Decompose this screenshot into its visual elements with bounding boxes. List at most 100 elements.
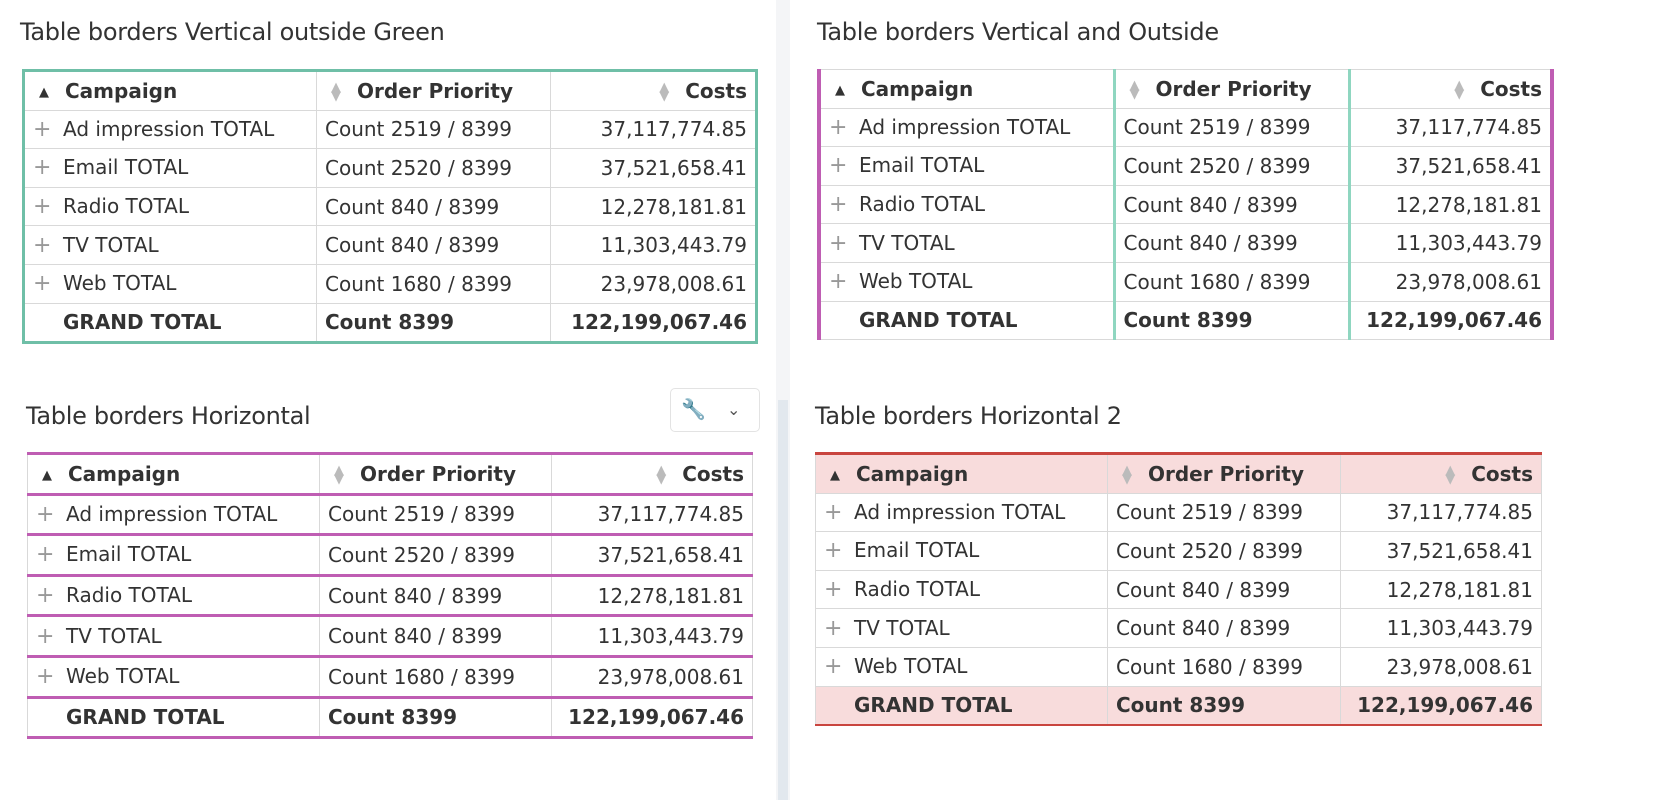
sort-asc-icon[interactable]: ▲	[835, 82, 845, 98]
expand-plus-icon[interactable]: +	[824, 654, 843, 680]
column-header[interactable]: ▲ ▼ Costs	[1340, 452, 1542, 494]
column-header[interactable]: ▲ Campaign	[23, 70, 317, 111]
cell-text: 37,521,658.41	[600, 155, 747, 180]
cell-text: GRAND TOTAL	[63, 310, 222, 335]
expand-plus-icon[interactable]: +	[33, 116, 52, 142]
column-label: Order Priority	[1148, 461, 1305, 486]
column-label: Costs	[1480, 76, 1542, 101]
table-cell: Count 840 / 8399	[1112, 184, 1350, 225]
sort-asc-icon[interactable]: ▲	[830, 467, 840, 483]
cell-text: 12,278,181.81	[1386, 577, 1533, 602]
table-cell: + TV TOTAL	[23, 225, 317, 265]
table-row: + TV TOTAL Count 840 / 8399 11,303,443.79	[817, 223, 1554, 263]
cell-text: GRAND TOTAL	[859, 308, 1018, 333]
table-cell: 23,978,008.61	[550, 263, 757, 304]
sort-icon[interactable]: ▲ ▼	[1445, 463, 1456, 488]
cell-text: Count 840 / 8399	[328, 624, 503, 649]
expand-plus-icon[interactable]: +	[824, 577, 843, 603]
expand-plus-icon[interactable]: +	[829, 192, 848, 218]
cell-text: Count 8399	[1123, 308, 1253, 333]
expand-plus-icon[interactable]: +	[829, 114, 848, 140]
expand-plus-icon[interactable]: +	[824, 615, 843, 641]
table-cell: + Web TOTAL	[27, 654, 320, 699]
table-cell: 12,278,181.81	[1340, 569, 1542, 610]
cell-text: Radio TOTAL	[63, 194, 190, 219]
expand-plus-icon[interactable]: +	[824, 538, 843, 564]
cell-text: Count 1680 / 8399	[325, 271, 513, 296]
table-cell: + Ad impression TOTAL	[27, 492, 320, 537]
column-header[interactable]: ▲ ▼ Costs	[1347, 69, 1554, 109]
table-cell: Count 1680 / 8399	[1107, 646, 1341, 687]
cell-text: Count 2519 / 8399	[1116, 500, 1304, 525]
expand-plus-icon[interactable]: +	[36, 501, 55, 527]
column-label: Campaign	[68, 461, 181, 486]
cell-text: Count 840 / 8399	[1116, 577, 1291, 602]
column-header[interactable]: ▲ ▼ Order Priority	[319, 452, 552, 496]
expand-plus-icon[interactable]: +	[36, 623, 55, 649]
sort-icon[interactable]: ▲ ▼	[1122, 463, 1132, 488]
table-cell: 122,199,067.46	[1347, 300, 1554, 341]
column-label: Order Priority	[357, 78, 514, 103]
sort-icon[interactable]: ▲ ▼	[656, 463, 667, 488]
table-row: + Ad impression TOTAL Count 2519 / 8399 37,…	[27, 492, 753, 537]
column-label: Costs	[685, 78, 747, 103]
cell-text: 23,978,008.61	[597, 664, 744, 689]
expand-plus-icon[interactable]: +	[36, 542, 55, 568]
scrollbar[interactable]	[778, 400, 788, 800]
table-row: + Web TOTAL Count 1680 / 8399 23,978,008.61	[27, 654, 753, 699]
expand-plus-icon[interactable]: +	[829, 269, 848, 295]
expand-plus-icon[interactable]: +	[36, 664, 55, 690]
table-cell: Count 1680 / 8399	[1112, 261, 1350, 302]
column-header[interactable]: ▲ ▼ Order Priority	[316, 70, 551, 111]
expand-plus-icon[interactable]: +	[824, 499, 843, 525]
cell-text: Ad impression TOTAL	[63, 116, 275, 141]
cell-text: Count 840 / 8399	[1116, 616, 1291, 641]
table-row: + Web TOTAL Count 1680 / 8399 23,978,008.61	[817, 261, 1554, 302]
column-header[interactable]: ▲ Campaign	[27, 452, 320, 496]
cell-text: 23,978,008.61	[600, 271, 747, 296]
sort-asc-icon[interactable]: ▲	[42, 467, 52, 483]
table-cell: + TV TOTAL	[817, 223, 1115, 263]
cell-text: Count 2520 / 8399	[328, 542, 516, 567]
table-cell: GRAND TOTAL	[817, 300, 1115, 341]
expand-plus-icon[interactable]: +	[36, 583, 55, 609]
cell-text: Web TOTAL	[854, 654, 968, 679]
table-cell: + Ad impression TOTAL	[815, 492, 1108, 533]
expand-plus-icon[interactable]: +	[33, 232, 52, 258]
table-cell: GRAND TOTAL	[815, 685, 1108, 727]
expand-plus-icon[interactable]: +	[829, 230, 848, 256]
sort-icon[interactable]: ▲ ▼	[1129, 78, 1140, 103]
cell-text: Email TOTAL	[63, 155, 189, 180]
expand-plus-icon[interactable]: +	[33, 271, 52, 297]
panel-tools-button[interactable]: 🔧 ⌄	[670, 388, 760, 432]
sort-icon[interactable]: ▲ ▼	[1454, 78, 1465, 103]
sort-asc-icon[interactable]: ▲	[39, 84, 49, 100]
column-header[interactable]: ▲ ▼ Costs	[551, 452, 753, 496]
sort-icon[interactable]: ▲ ▼	[331, 80, 341, 105]
table-cell: Count 2519 / 8399	[316, 109, 551, 150]
table-cell: Count 2519 / 8399	[319, 492, 552, 537]
expand-plus-icon[interactable]: +	[33, 194, 52, 220]
cell-text: 12,278,181.81	[600, 194, 747, 219]
cell-text: 37,117,774.85	[600, 117, 747, 142]
expand-plus-icon[interactable]: +	[33, 155, 52, 181]
table-cell: + Ad impression TOTAL	[817, 107, 1115, 148]
column-header[interactable]: ▲ ▼ Order Priority	[1107, 452, 1341, 494]
sort-icon[interactable]: ▲ ▼	[659, 80, 670, 105]
cell-text: 11,303,443.79	[1395, 231, 1542, 256]
column-label: Order Priority	[1155, 76, 1312, 101]
table-cell: Count 1680 / 8399	[316, 263, 551, 304]
column-header[interactable]: ▲ ▼ Costs	[550, 70, 757, 111]
column-header[interactable]: ▲ ▼ Order Priority	[1112, 69, 1350, 109]
table-row: + TV TOTAL Count 840 / 8399 11,303,443.79	[23, 225, 757, 265]
column-header[interactable]: ▲ Campaign	[817, 69, 1115, 109]
cell-text: Count 1680 / 8399	[1123, 269, 1311, 294]
table-cell: Count 840 / 8399	[319, 573, 552, 618]
expand-plus-icon[interactable]: +	[829, 153, 848, 179]
cell-text: Radio TOTAL	[66, 583, 193, 608]
column-header[interactable]: ▲ Campaign	[815, 452, 1108, 494]
column-label: Order Priority	[360, 461, 517, 486]
pivot-table: ▲ Campaign ▲ ▼ Order Priority ▲ ▼ Costs + Ad impr…	[817, 69, 1554, 341]
sort-icon[interactable]: ▲ ▼	[334, 463, 344, 488]
table-row: + Radio TOTAL Count 840 / 8399 12,278,181.8…	[23, 186, 757, 227]
